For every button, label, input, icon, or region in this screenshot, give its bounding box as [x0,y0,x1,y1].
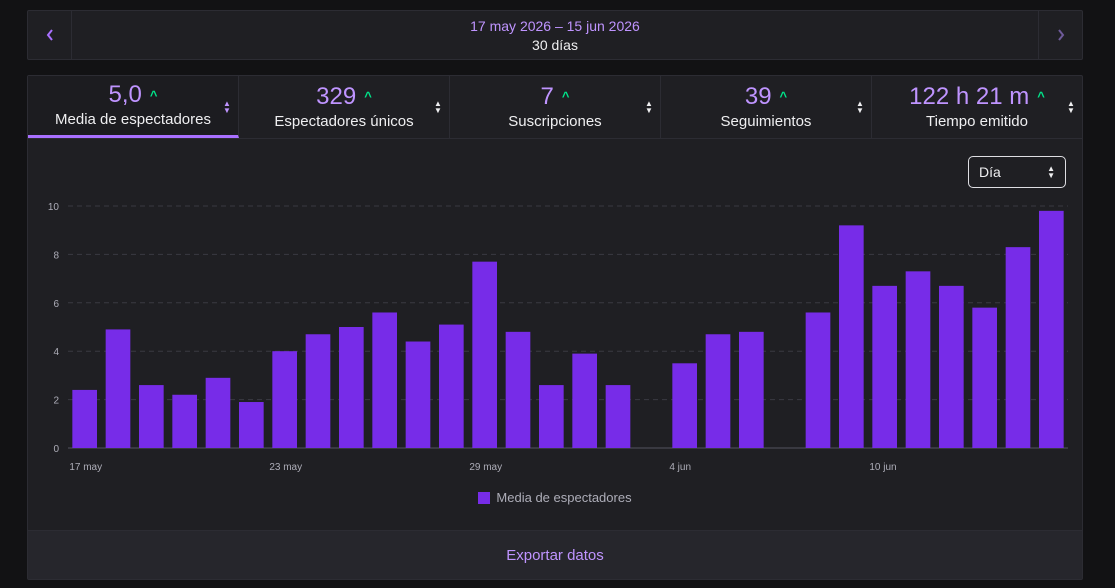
sort-icon: ▲ ▼ [434,99,442,115]
tab-subscriptions[interactable]: 7 ^ Suscripciones ▲ ▼ [450,76,661,138]
date-range-days: 30 días [532,36,578,53]
y-tick-label: 4 [53,347,59,358]
chart-bar [439,324,464,448]
sort-icon: ▲ ▼ [223,99,231,115]
y-tick-label: 2 [53,396,59,407]
trend-up-icon: ^ [1037,89,1045,104]
chart-bar [705,334,731,448]
date-range-bar: 17 may 2026 – 15 jun 2026 30 días [27,10,1083,60]
y-tick-label: 10 [48,202,60,213]
metric-tabs: 5,0 ^ Media de espectadores ▲ ▼ 329 ^ Espec… [28,76,1082,139]
metric-label: Tiempo emitido [926,112,1028,130]
legend-swatch [478,491,491,504]
chevron-right-icon [1057,29,1064,41]
chart-bar [205,377,231,448]
y-tick-label: 8 [53,250,59,261]
metric-value: 39 [744,82,772,110]
trend-up-icon: ^ [779,89,788,104]
y-tick-label: 6 [53,299,59,310]
sort-icon: ▲ ▼ [856,99,864,115]
next-period-button[interactable] [1038,11,1082,59]
chart-bar [72,389,97,448]
chart-bar [172,394,197,448]
chart-bar [839,225,864,448]
tab-time-streamed[interactable]: 122 h 21 m ^ Tiempo emitido ▲ ▼ [872,76,1082,138]
chart-bar [272,351,297,448]
stats-panel: 5,0 ^ Media de espectadores ▲ ▼ 329 ^ Espec… [27,75,1083,580]
legend-label: Media de espectadores [496,490,632,505]
trend-up-icon: ^ [149,87,158,103]
granularity-select[interactable]: Día ▲ ▼ [968,156,1066,188]
chart-bar [939,285,964,448]
x-tick-label: 29 may [469,462,502,473]
x-tick-label: 4 jun [669,462,691,473]
tab-average-viewers[interactable]: 5,0 ^ Media de espectadores ▲ ▼ [28,76,239,138]
tab-follows[interactable]: 39 ^ Seguimientos ▲ ▼ [661,76,872,138]
chevron-left-icon [46,29,53,41]
chart-bar [539,385,564,448]
average-viewers-chart: 0 2 4 6 8 10 17 may 23 may 29 may 4 jun 10 jun [48,202,1068,473]
chart-bar [305,334,331,448]
sort-icon: ▲ ▼ [645,99,653,115]
metric-value: 7 [540,82,554,110]
metric-label: Suscripciones [508,112,602,130]
tab-unique-viewers[interactable]: 329 ^ Espectadores únicos ▲ ▼ [239,76,450,138]
trend-up-icon: ^ [364,89,372,104]
date-range-display[interactable]: 17 may 2026 – 15 jun 2026 30 días [72,11,1038,59]
chart-bar [372,312,397,448]
trend-up-icon: ^ [561,89,570,104]
granularity-value: Día [979,164,1001,180]
x-tick-label: 17 may [69,462,102,473]
chart-bar [139,385,164,448]
metric-label: Media de espectadores [55,111,211,128]
chart-legend: Media de espectadores [28,490,1082,505]
chart-bar [472,261,497,448]
chart-bar [239,402,264,448]
date-range-text: 17 may 2026 – 15 jun 2026 [470,17,640,34]
y-tick-label: 0 [53,444,59,455]
chart-bar [1005,247,1031,448]
chart-bar [672,363,697,448]
chart-bar [739,331,764,448]
metric-value: 5,0 [108,81,142,108]
chart-bar [605,385,631,448]
sort-icon: ▲ ▼ [1067,99,1075,115]
chart-bar [905,271,931,448]
metric-label: Seguimientos [720,112,812,130]
select-chevron-icon: ▲ ▼ [1047,164,1055,180]
x-tick-label: 23 may [269,462,302,473]
metric-value: 122 h 21 m [909,82,1030,110]
chart-bar [405,341,431,448]
chart-bar [872,285,897,448]
chart-bar [339,327,364,448]
previous-period-button[interactable] [28,11,72,59]
chart-bar [972,307,997,448]
metric-value: 329 [316,82,357,110]
chart-bar [105,329,131,448]
export-data-button[interactable]: Exportar datos [28,530,1082,579]
chart-bar [505,331,531,448]
x-tick-label: 10 jun [869,462,896,473]
chart-bar [805,312,831,448]
metric-label: Espectadores únicos [274,112,414,130]
chart-bar [1039,210,1064,448]
chart-bar [572,353,597,448]
